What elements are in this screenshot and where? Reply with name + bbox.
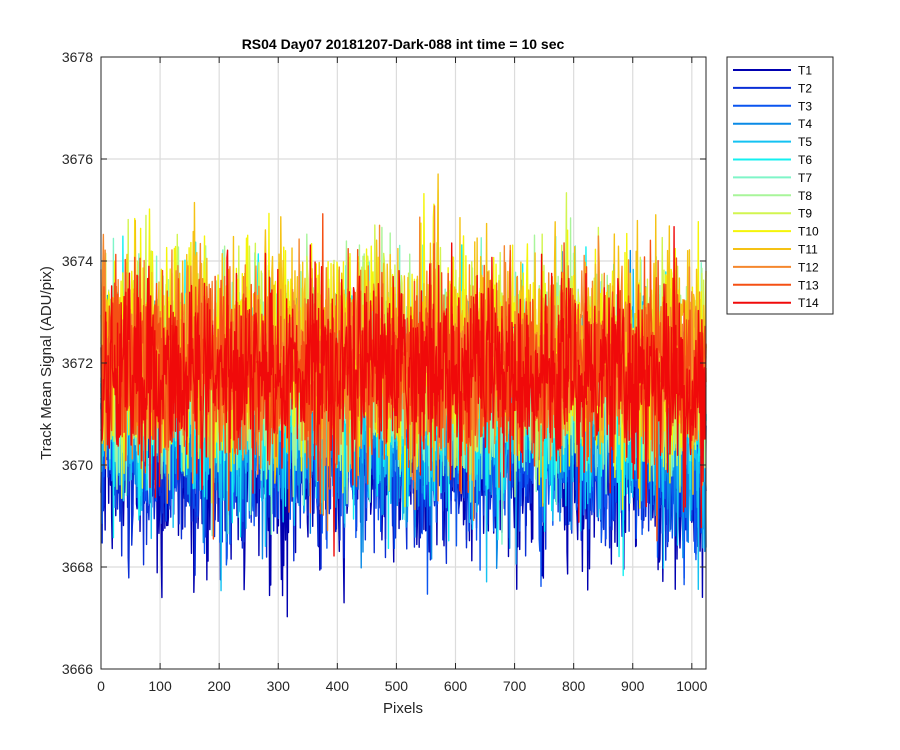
legend-label: T3 [798, 99, 812, 113]
x-tick-label: 800 [562, 678, 586, 694]
y-axis-label: Track Mean Signal (ADU/pix) [38, 266, 55, 460]
legend-label: T10 [798, 225, 819, 239]
legend-label: T1 [798, 64, 812, 78]
x-tick-label: 0 [97, 678, 105, 694]
legend[interactable]: T1 T2 T3 T4 T5 T6 T7 T8 T9 T10 T11 T12 T13 T14 [726, 56, 834, 315]
series-layer [100, 173, 707, 618]
y-tick-label: 3676 [62, 151, 93, 167]
x-tick-label: 900 [621, 678, 645, 694]
y-tick-label: 3670 [62, 457, 93, 473]
legend-label: T7 [798, 171, 812, 185]
legend-label: T9 [798, 207, 812, 221]
y-tick-label: 3672 [62, 355, 93, 371]
x-tick-label: 1000 [676, 678, 707, 694]
y-tick-label: 3678 [62, 49, 93, 65]
x-tick-label: 700 [503, 678, 527, 694]
legend-box [726, 56, 834, 315]
x-tick-label: 500 [385, 678, 409, 694]
x-tick-label: 100 [148, 678, 172, 694]
axis-ticks: 0 100 200 300 400 500 600 700 800 900 1000 3666 3668… [62, 49, 708, 694]
legend-label: T13 [798, 278, 819, 292]
x-tick-label: 300 [267, 678, 291, 694]
legend-label: T14 [798, 296, 819, 310]
legend-label: T5 [798, 135, 812, 149]
series-line-T13[interactable] [100, 213, 707, 542]
legend-label: T4 [798, 117, 812, 131]
y-tick-label: 3666 [62, 661, 93, 677]
x-tick-label: 600 [444, 678, 468, 694]
legend-label: T8 [798, 189, 812, 203]
x-axis-label: Pixels [383, 700, 423, 717]
y-tick-label: 3674 [62, 253, 93, 269]
x-tick-label: 400 [326, 678, 350, 694]
y-tick-label: 3668 [62, 559, 93, 575]
x-tick-label: 200 [207, 678, 231, 694]
legend-label: T12 [798, 260, 819, 274]
series-line-T14[interactable] [100, 226, 707, 557]
chart-title: RS04 Day07 20181207-Dark-088 int time = … [242, 36, 565, 52]
legend-label: T2 [798, 81, 812, 95]
legend-label: T6 [798, 153, 812, 167]
legend-label: T11 [798, 243, 818, 257]
